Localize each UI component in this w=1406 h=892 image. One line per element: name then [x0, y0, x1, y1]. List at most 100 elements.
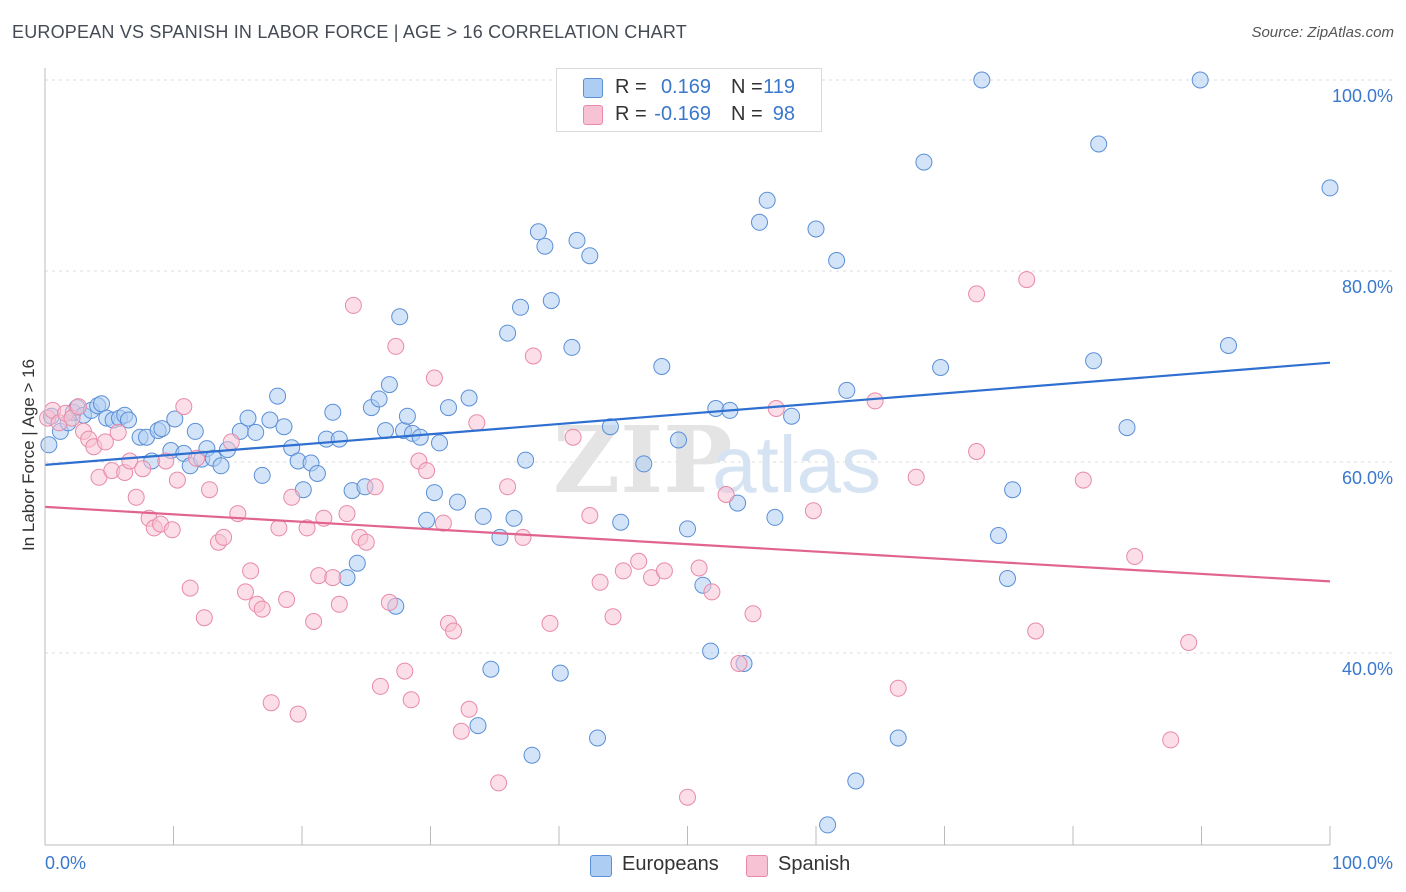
spanish-point — [717, 486, 735, 503]
spanish-point — [157, 452, 175, 470]
europeans-point — [212, 457, 230, 475]
spanish-point — [387, 337, 405, 355]
spanish-point — [310, 567, 328, 585]
europeans-point — [563, 338, 581, 356]
europeans-point — [612, 513, 630, 531]
europeans-point — [536, 237, 554, 255]
europeans-legend-swatch — [590, 855, 612, 877]
spanish-point — [490, 774, 508, 792]
europeans-point — [324, 403, 342, 421]
spanish-point — [270, 519, 288, 537]
spanish-trend-line — [44, 505, 1331, 583]
europeans-point — [999, 570, 1016, 587]
spanish-point — [418, 462, 436, 480]
spanish-point — [380, 593, 398, 611]
europeans-point — [915, 153, 933, 171]
europeans-point — [653, 358, 671, 375]
europeans-point — [247, 423, 265, 441]
europeans-point — [635, 455, 653, 473]
europeans-point — [166, 410, 184, 428]
europeans-point — [40, 436, 58, 454]
europeans-legend-label: Europeans — [622, 853, 719, 875]
europeans-point — [819, 816, 837, 834]
europeans-point — [581, 247, 599, 265]
spanish-point — [127, 488, 145, 506]
europeans-point — [431, 434, 448, 452]
spanish-point — [1018, 271, 1036, 289]
europeans-point — [425, 484, 443, 502]
y-tick-label: 80.0% — [1342, 277, 1393, 297]
europeans-point — [517, 451, 535, 469]
spanish-point — [591, 573, 609, 591]
europeans-point — [499, 324, 517, 342]
spanish-point — [163, 521, 181, 539]
spanish-legend-swatch — [746, 855, 768, 877]
europeans-point — [391, 308, 409, 326]
europeans-point — [529, 223, 547, 241]
spanish-point — [215, 528, 233, 546]
spanish-point — [541, 614, 559, 632]
europeans-point — [120, 411, 137, 429]
europeans-point — [411, 428, 429, 446]
spanish-point — [298, 519, 316, 537]
europeans-point — [153, 420, 171, 438]
europeans-point — [679, 520, 696, 538]
spanish-point — [366, 478, 384, 496]
spanish-point — [460, 700, 478, 718]
europeans-point — [1118, 419, 1136, 437]
europeans-point — [702, 642, 720, 660]
spanish-point — [330, 595, 348, 613]
spanish-point — [262, 694, 280, 712]
spanish-r-value: -0.169 — [654, 103, 711, 125]
europeans-swatch — [583, 78, 603, 98]
europeans-point — [308, 465, 326, 482]
europeans-r-label: R = — [615, 76, 647, 98]
europeans-point — [783, 407, 801, 425]
spanish-point — [866, 392, 884, 410]
spanish-point — [253, 600, 271, 618]
spanish-point — [1162, 731, 1180, 749]
spanish-point — [1126, 548, 1144, 565]
spanish-point — [968, 443, 986, 460]
europeans-point — [1191, 71, 1209, 89]
spanish-point — [690, 559, 708, 577]
spanish-n-value: 98 — [772, 103, 795, 125]
spanish-point — [564, 428, 582, 446]
spanish-point — [468, 414, 486, 432]
y-tick-label: 60.0% — [1342, 468, 1393, 488]
spanish-point — [168, 471, 186, 489]
europeans-point — [93, 395, 110, 413]
spanish-point — [445, 622, 463, 640]
spanish-point — [134, 460, 152, 478]
spanish-point — [181, 579, 199, 597]
spanish-point — [305, 613, 323, 630]
europeans-point — [707, 400, 725, 417]
europeans-point — [1004, 481, 1022, 499]
source-label: Source: ZipAtlas.com — [1251, 24, 1394, 41]
spanish-point — [1074, 471, 1092, 489]
spanish-point — [703, 583, 721, 601]
europeans-point — [186, 422, 204, 440]
spanish-point — [109, 423, 127, 441]
europeans-point — [505, 509, 523, 527]
europeans-point — [758, 191, 776, 209]
spanish-point — [604, 608, 622, 626]
grid-layer: 40.0% 60.0% 80.0% 100.0% — [45, 79, 1393, 679]
spanish-n-label: N = — [731, 103, 763, 125]
europeans-point — [330, 430, 348, 448]
europeans-point — [253, 466, 271, 484]
europeans-point — [491, 528, 509, 546]
europeans-point — [1321, 179, 1339, 197]
spanish-point — [968, 285, 986, 303]
spanish-point — [514, 528, 532, 546]
europeans-point — [418, 511, 436, 529]
y-axis-label: In Labor Force | Age > 16 — [19, 359, 38, 551]
spanish-point — [338, 505, 356, 523]
europeans-point — [589, 729, 606, 747]
spanish-legend-label: Spanish — [778, 853, 851, 875]
europeans-point — [469, 717, 487, 735]
watermark-atlas: atlas — [712, 420, 881, 509]
europeans-n-value: 119 — [763, 76, 795, 98]
spanish-point — [767, 400, 785, 417]
